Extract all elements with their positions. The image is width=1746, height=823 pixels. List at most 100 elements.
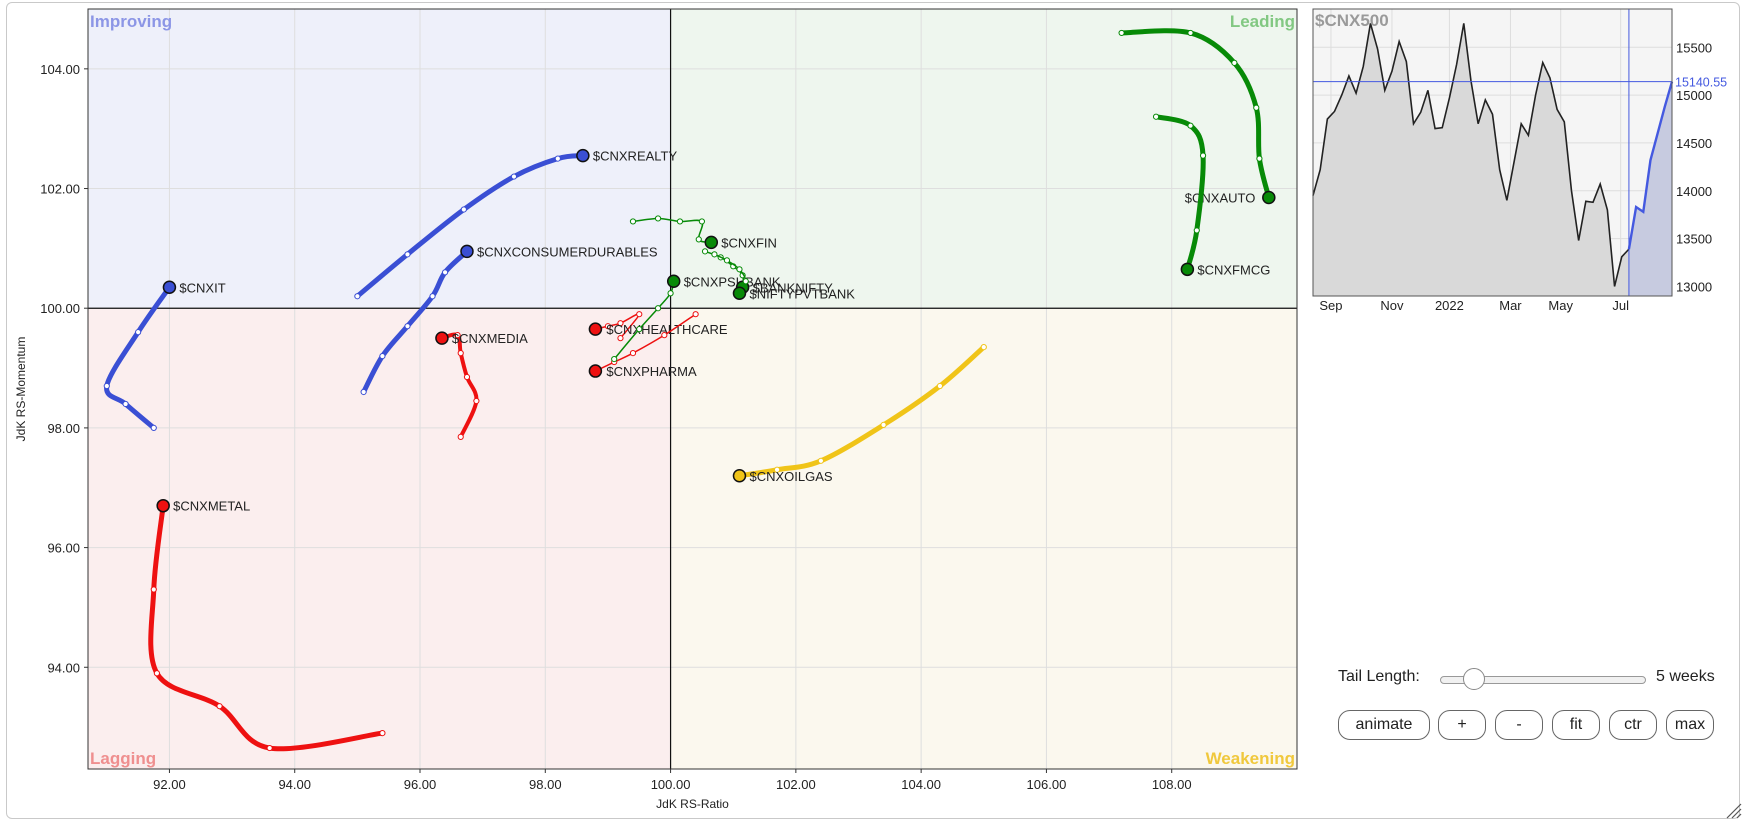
tail-point-cnxfin <box>698 218 705 225</box>
tail-point-cnxfin <box>629 218 637 225</box>
tail-line-cnxmetal <box>148 503 385 752</box>
quadrant-label-leading: Leading <box>1230 12 1295 31</box>
tail-point-cnxit <box>150 424 157 431</box>
tail-point-cnxrealty <box>510 173 518 180</box>
mini-x-tick-label: 2022 <box>1435 298 1464 313</box>
series-label-cnxpharma: $CNXPHARMA <box>606 364 697 379</box>
series-cnxfin: $CNXFIN <box>629 215 777 250</box>
tail-point-cnxit <box>135 329 142 336</box>
x-tick-label: 106.00 <box>1027 777 1067 792</box>
x-axis-title: JdK RS-Ratio <box>656 797 729 811</box>
head-point-cnxhealthcare <box>588 322 603 336</box>
quadrant-label-weakening: Weakening <box>1206 749 1295 768</box>
tail-point-cnxfin <box>676 218 684 225</box>
mini-x-tick-label: Sep <box>1319 298 1342 313</box>
y-axis-title: JdK RS-Momentum <box>14 337 28 442</box>
y-tick-label: 102.00 <box>40 182 80 197</box>
tail-point-cnxoilgas <box>880 421 887 429</box>
head-point-cnxrealty <box>576 148 590 163</box>
head-point-cnxauto <box>1262 190 1276 205</box>
tail-point-cnxauto <box>1187 29 1194 37</box>
tail-point-cnxauto <box>1253 104 1260 111</box>
animate-button[interactable]: animate <box>1338 710 1430 740</box>
tail-point-cnxpsubank <box>667 290 674 297</box>
tail-point-cnxoilgas <box>817 457 825 464</box>
tail-point-cnxfmcg <box>1199 152 1207 159</box>
tail-point-cnxrealty <box>554 155 561 162</box>
series-label-cnxit: $CNXIT <box>179 280 225 295</box>
tail-point-cnxconsumerdurables <box>379 352 386 360</box>
head-point-cnxfin <box>704 235 719 250</box>
tail-point-cnxrealty <box>460 206 467 213</box>
head-point-cnxoilgas <box>732 469 747 483</box>
head-point-cnxfmcg <box>1180 262 1195 277</box>
head-point-cnxconsumerdurables <box>460 244 474 259</box>
tail-length-value: 5 weeks <box>1656 668 1715 685</box>
tail-point-cnxpsubank <box>611 355 618 363</box>
center-button[interactable]: ctr <box>1609 710 1657 740</box>
mini-y-tick-label: 14000 <box>1676 184 1712 199</box>
zoom-in-button[interactable]: + <box>1438 710 1486 740</box>
chart-controls: Tail Length: 5 weeks animate + - fit ctr… <box>1338 662 1718 762</box>
resize-grip-icon[interactable] <box>1726 803 1742 819</box>
mini-y-tick-label: 15000 <box>1676 88 1712 103</box>
mini-chart-border <box>1312 8 1673 297</box>
tail-point-cnxrealty <box>404 251 411 258</box>
tail-point-cnxoilgas <box>980 344 987 351</box>
plot-border <box>87 8 1298 770</box>
tail-point-cnxfin <box>654 215 662 222</box>
x-tick-label: 96.00 <box>404 777 437 792</box>
tail-length-label: Tail Length: <box>1338 668 1420 685</box>
series-label-banknifty: $BANKNIFTY <box>753 280 834 295</box>
series-cnxmetal: $CNXMETAL <box>148 498 386 752</box>
tail-point-niftypvtbank <box>742 278 749 285</box>
mini-x-tick-label: Nov <box>1380 298 1404 313</box>
tail-point-cnxfmcg <box>1152 113 1160 120</box>
tail-point-cnxmedia <box>463 373 471 381</box>
x-tick-label: 100.00 <box>651 777 691 792</box>
head-point-cnxpharma <box>588 364 603 378</box>
series-label-cnxauto: $CNXAUTO <box>1185 191 1256 206</box>
series-cnxhealthcare: $CNXHEALTHCARE <box>588 311 728 342</box>
y-tick-label: 98.00 <box>47 421 80 436</box>
zoom-out-button[interactable]: - <box>1495 710 1543 740</box>
tail-point-cnxpharma <box>629 349 637 357</box>
series-cnxoilgas: $CNXOILGAS <box>732 344 987 484</box>
head-point-cnxit <box>162 280 177 295</box>
series-label-cnxmedia: $CNXMEDIA <box>452 331 528 346</box>
tail-point-niftypvtbank <box>736 266 743 273</box>
y-tick-label: 100.00 <box>40 301 80 316</box>
tail-length-slider[interactable] <box>1440 668 1646 690</box>
tail-point-cnxhealthcare <box>604 323 612 330</box>
mini-area-fill <box>1313 23 1672 296</box>
mini-chart-title: $CNX500 <box>1315 11 1389 30</box>
tail-point-cnxconsumerdurables <box>360 388 367 396</box>
head-point-cnxmetal <box>156 498 170 513</box>
tail-length-slider-handle[interactable] <box>1463 668 1485 690</box>
quadrant-label-improving: Improving <box>90 12 172 31</box>
mini-y-tick-label: 13500 <box>1676 232 1712 247</box>
tail-point-cnxpharma <box>661 332 668 339</box>
y-tick-label: 104.00 <box>40 62 80 77</box>
series-label-cnxrealty: $CNXREALTY <box>593 149 678 164</box>
mini-x-tick-label: Mar <box>1499 298 1522 313</box>
tail-point-cnxpsubank <box>636 326 643 333</box>
series-cnxfmcg: $CNXFMCG <box>1152 113 1270 277</box>
quadrant-weakening <box>670 308 1297 769</box>
fit-button[interactable]: fit <box>1552 710 1600 740</box>
tail-point-cnxmetal <box>266 744 273 752</box>
mini-current-value-label: 15140.55 <box>1675 76 1727 90</box>
series-label-niftypvtbank: $NIFTYPVTBANK <box>749 286 855 301</box>
tail-point-cnxmedia <box>457 349 464 357</box>
head-point-cnxpsubank <box>666 274 681 289</box>
quadrant-improving <box>88 9 671 309</box>
tail-point-cnxmetal <box>216 703 223 710</box>
series-label-cnxconsumerdurables: $CNXCONSUMERDURABLES <box>477 244 658 259</box>
tail-point-cnxoilgas <box>773 466 781 473</box>
y-tick-label: 96.00 <box>47 541 80 556</box>
tail-point-cnxrealty <box>354 293 361 300</box>
mini-x-tick-label: Jul <box>1612 298 1629 313</box>
max-button[interactable]: max <box>1666 710 1714 740</box>
x-tick-label: 94.00 <box>278 777 311 792</box>
